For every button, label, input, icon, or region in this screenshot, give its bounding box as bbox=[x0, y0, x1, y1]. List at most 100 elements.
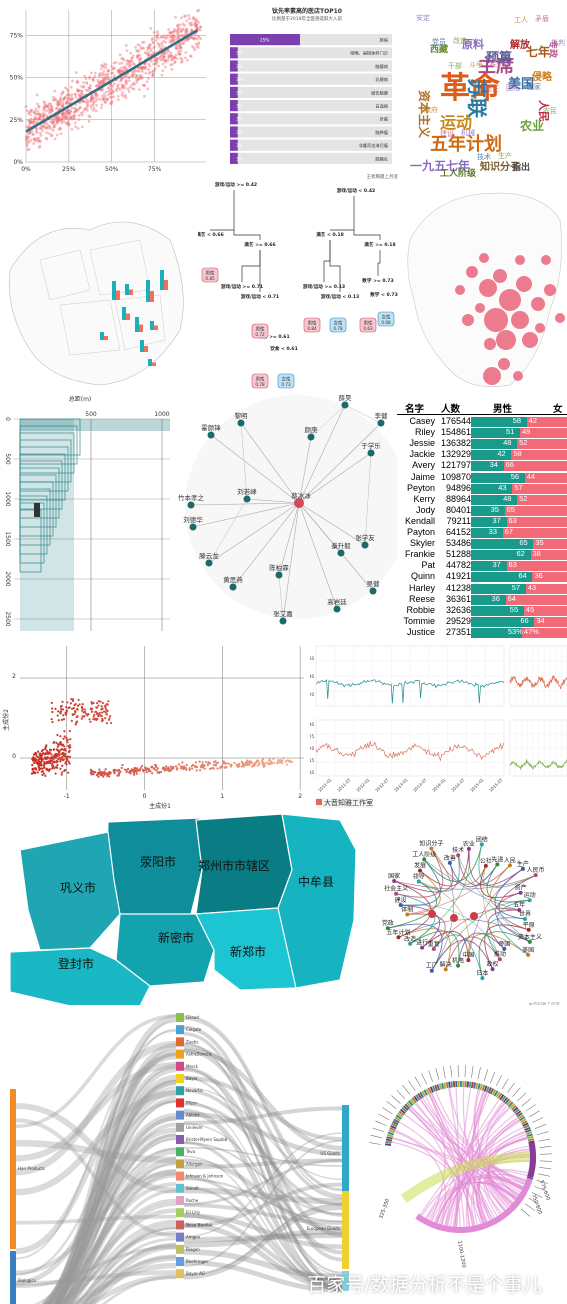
female-pct: 45 bbox=[525, 604, 535, 614]
leaf-prob: 0.73 bbox=[281, 382, 291, 387]
sankey-flow-left bbox=[62, 1122, 177, 1304]
chord-segment bbox=[491, 1089, 497, 1096]
sankey-flow-right bbox=[183, 1203, 343, 1225]
data-point bbox=[39, 124, 43, 127]
data-point bbox=[100, 103, 104, 107]
cloud-word-small: 经济 bbox=[490, 59, 504, 68]
sankey-flow-left bbox=[15, 1245, 177, 1289]
data-point bbox=[127, 76, 131, 79]
bubble bbox=[484, 308, 508, 332]
data-point bbox=[182, 765, 185, 768]
data-point bbox=[38, 118, 42, 121]
y-tick-label: 1500 bbox=[4, 531, 11, 546]
data-point bbox=[42, 108, 46, 112]
data-point bbox=[140, 67, 144, 70]
data-point bbox=[91, 108, 95, 112]
data-point bbox=[44, 109, 48, 113]
male-pct: 64 bbox=[518, 571, 527, 581]
data-point bbox=[162, 52, 166, 55]
chord-segment bbox=[395, 1114, 402, 1120]
bar-value-label: 3% bbox=[236, 90, 243, 95]
series-line bbox=[509, 758, 567, 770]
data-point bbox=[130, 56, 134, 60]
data-point bbox=[151, 40, 155, 44]
data-point bbox=[238, 765, 241, 768]
data-point bbox=[99, 67, 103, 71]
data-point bbox=[173, 60, 177, 63]
sankey-node-right bbox=[342, 1105, 349, 1205]
data-point bbox=[250, 761, 253, 764]
data-point bbox=[262, 763, 266, 766]
data-point bbox=[125, 62, 129, 66]
data-point bbox=[61, 764, 64, 767]
female-bar bbox=[506, 516, 567, 527]
data-point bbox=[172, 34, 176, 38]
data-point bbox=[101, 711, 104, 714]
y-tick-label: 25% bbox=[10, 117, 24, 124]
chord-outer-tick bbox=[532, 1117, 544, 1123]
bar-background bbox=[230, 113, 392, 125]
network-edge bbox=[340, 552, 374, 592]
word-node bbox=[466, 846, 471, 851]
data-point bbox=[58, 102, 62, 106]
data-point bbox=[63, 747, 66, 750]
data-point bbox=[59, 96, 63, 99]
data-point bbox=[116, 94, 120, 98]
data-point bbox=[109, 714, 112, 718]
data-point bbox=[51, 122, 55, 125]
count-cell: 41921 bbox=[445, 571, 471, 582]
chord-outer-tick bbox=[471, 1065, 474, 1078]
bubble bbox=[479, 279, 497, 297]
name-cell: Jody bbox=[415, 504, 435, 515]
data-point bbox=[40, 754, 43, 757]
data-point bbox=[84, 107, 87, 111]
data-point bbox=[282, 757, 285, 760]
data-point bbox=[101, 771, 105, 774]
cloud-word-small: 生产 bbox=[498, 151, 512, 160]
data-point bbox=[92, 770, 95, 773]
data-point bbox=[82, 100, 85, 103]
data-point bbox=[43, 121, 47, 125]
data-point bbox=[150, 38, 154, 42]
data-point bbox=[227, 762, 230, 765]
data-point bbox=[125, 80, 128, 84]
data-point bbox=[170, 57, 174, 61]
data-point bbox=[80, 85, 84, 88]
data-point bbox=[73, 110, 77, 114]
name-cell: Kerry bbox=[413, 493, 435, 504]
data-point bbox=[108, 95, 112, 99]
data-point bbox=[64, 101, 68, 105]
data-point bbox=[167, 53, 171, 57]
female-pct: 43 bbox=[527, 582, 537, 592]
data-point bbox=[53, 137, 57, 141]
cloud-word-small: 安定 bbox=[416, 13, 430, 22]
data-point bbox=[130, 83, 134, 87]
data-point bbox=[138, 53, 142, 57]
cloud-word-small: 政府 bbox=[424, 105, 438, 114]
data-point bbox=[176, 28, 180, 32]
data-point bbox=[223, 761, 226, 764]
data-point bbox=[131, 54, 135, 58]
data-point bbox=[57, 749, 60, 752]
male-bar bbox=[471, 494, 518, 505]
data-point bbox=[84, 77, 88, 81]
data-point bbox=[127, 79, 131, 83]
data-point bbox=[53, 740, 56, 744]
data-point bbox=[270, 760, 273, 763]
area-outline bbox=[19, 509, 42, 573]
data-point bbox=[233, 761, 236, 764]
cloud-word: 预算 bbox=[486, 50, 512, 66]
zhengzhou-map: 荥阳市 郑州市市辖区 巩义市 中牟县 新密市 登封市 新郑市 bbox=[0, 810, 370, 1010]
data-point bbox=[34, 767, 37, 770]
chord-segment bbox=[481, 1084, 486, 1091]
chord-outer-tick bbox=[501, 1078, 509, 1090]
data-point bbox=[277, 759, 280, 762]
data-point bbox=[112, 61, 116, 65]
data-point bbox=[30, 772, 33, 775]
data-point bbox=[94, 99, 98, 103]
data-point bbox=[62, 714, 65, 717]
data-point bbox=[49, 104, 52, 108]
chord-outer-tick bbox=[539, 1146, 552, 1149]
data-point bbox=[183, 56, 187, 60]
word-label: 体制 bbox=[401, 905, 413, 913]
